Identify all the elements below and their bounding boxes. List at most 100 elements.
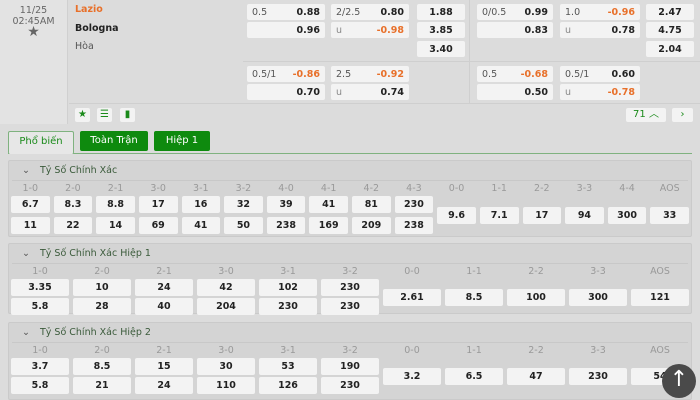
home-score-odds[interactable]: 190 [321,358,379,375]
handicap-home-odds[interactable]: 0/0.5 0.99 [477,4,553,20]
away-score-odds[interactable]: 204 [197,298,255,315]
home-score-odds[interactable]: 17 [138,196,178,213]
away-score-odds[interactable]: 126 [259,377,317,394]
away-score-odds[interactable]: 50 [224,217,263,234]
home-score-odds[interactable]: 3.7 [11,358,69,375]
home-score-odds[interactable]: 32 [224,196,263,213]
away-score-odds[interactable]: 40 [135,298,193,315]
draw-score-odds[interactable]: 17 [522,206,562,224]
home-win-odds[interactable]: 2.47 [646,4,694,20]
draw-score-odds[interactable]: 230 [569,367,627,385]
away-score-odds[interactable]: 69 [138,217,178,234]
over-odds[interactable]: 0.5/1 0.60 [560,66,640,82]
away-score-odds[interactable]: 5.8 [11,298,69,315]
handicap-away-odds[interactable]: 0.70 [247,84,325,100]
away-win-odds[interactable]: 3.85 [417,22,465,38]
home-score-odds[interactable]: 102 [259,279,317,296]
draw-score-odds[interactable]: 3.2 [383,367,441,385]
tab-toan-tran[interactable]: Toàn Trận [80,131,148,151]
away-score-odds[interactable]: 209 [352,217,391,234]
away-score-odds[interactable]: 24 [135,377,193,394]
handicap-away-odds[interactable]: 0.83 [477,22,553,38]
away-score-odds[interactable]: 169 [309,217,348,234]
draw-odds[interactable]: 3.40 [417,41,465,57]
favorite-star-icon[interactable]: ★ [27,24,40,40]
home-score-odds[interactable]: 8.5 [73,358,131,375]
favorite-star-icon[interactable]: ★ [75,108,90,122]
home-score-odds[interactable]: 230 [321,279,379,296]
away-score-odds[interactable]: 22 [53,217,93,234]
away-score-odds[interactable]: 110 [197,377,255,394]
away-score-odds[interactable]: 11 [11,217,50,234]
draw-score-odds[interactable]: 100 [507,288,565,306]
home-score-odds[interactable]: 10 [73,279,131,296]
home-score-odds[interactable]: 8.8 [96,196,135,213]
home-score-odds[interactable]: 41 [309,196,348,213]
draw-score-odds[interactable]: 300 [569,288,627,306]
draw-score-odds[interactable]: 8.5 [445,288,503,306]
section-header[interactable]: ⌄ Tỷ Số Chính Xác Hiệp 1 [12,244,688,264]
more-bets-button[interactable]: 71 ︿ [626,108,666,122]
draw-odds[interactable]: 2.04 [646,41,694,57]
away-score-odds[interactable]: 238 [394,217,434,234]
home-score-odds[interactable]: 6.7 [11,196,50,213]
home-score-odds[interactable]: 42 [197,279,255,296]
score-label: 3-3 [590,345,606,356]
home-win-odds[interactable]: 1.88 [417,4,465,20]
home-score-odds[interactable]: 230 [394,196,434,213]
handicap-away-odds[interactable]: 0.50 [477,84,553,100]
handicap-home-odds[interactable]: 0.5 0.88 [247,4,325,20]
handicap-home-odds[interactable]: 0.5/1 -0.86 [247,66,325,82]
away-score-odds[interactable]: 28 [73,298,131,315]
home-score-odds[interactable]: 30 [197,358,255,375]
draw-score-odds[interactable]: 7.1 [479,206,519,224]
over-odds[interactable]: 2.5 -0.92 [331,66,409,82]
scroll-to-top-button[interactable]: ↑ [662,364,696,398]
home-score-odds[interactable]: 81 [352,196,391,213]
away-win-odds[interactable]: 4.75 [646,22,694,38]
over-odds[interactable]: 1.0 -0.96 [560,4,640,20]
over-odds[interactable]: 2/2.5 0.80 [331,4,409,20]
draw-score-odds[interactable]: 121 [631,288,689,306]
tab-pho-bien[interactable]: Phổ biến [8,131,74,154]
under-odds[interactable]: u -0.98 [331,22,409,38]
handicap-home-odds[interactable]: 0.5 -0.68 [477,66,553,82]
away-score-odds[interactable]: 238 [266,217,306,234]
home-score-odds[interactable]: 16 [181,196,221,213]
handicap-away-odds[interactable]: 0.96 [247,22,325,38]
draw-score-odds[interactable]: 9.6 [437,206,476,224]
under-odds[interactable]: u 0.78 [560,22,640,38]
away-score-odds[interactable]: 230 [259,298,317,315]
draw-score-odds[interactable]: 33 [650,206,689,224]
under-label: u [336,24,343,36]
home-score-odds[interactable]: 8.3 [53,196,93,213]
away-score-odds[interactable]: 230 [321,298,379,315]
match-date: 11/25 [19,5,48,16]
draw-score-odds[interactable]: 2.61 [383,288,441,306]
away-score-odds[interactable]: 230 [321,377,379,394]
draw-score-odds[interactable]: 300 [607,206,647,224]
next-button[interactable]: › [672,108,693,122]
home-score-odds[interactable]: 39 [266,196,306,213]
home-score-odds[interactable]: 24 [135,279,193,296]
score-label: 2-0 [94,266,110,277]
away-score-odds[interactable]: 41 [181,217,221,234]
under-odds[interactable]: u -0.78 [560,84,640,100]
list-icon[interactable]: ☰ [97,108,112,122]
home-score-odds[interactable]: 15 [135,358,193,375]
section-header[interactable]: ⌄ Tỷ Số Chính Xác [12,161,688,181]
under-odds[interactable]: u 0.74 [331,84,409,100]
stats-chart-icon[interactable]: ▮ [120,108,135,122]
draw-score-odds[interactable]: 94 [565,206,604,224]
away-score-odds[interactable]: 14 [96,217,135,234]
home-score-odds[interactable]: 53 [259,358,317,375]
draw-score-odds[interactable]: 47 [507,367,565,385]
home-score-odds[interactable]: 3.35 [11,279,69,296]
away-score-odds[interactable]: 21 [73,377,131,394]
tab-hiep-1[interactable]: Hiệp 1 [154,131,210,151]
away-score-odds[interactable]: 5.8 [11,377,69,394]
section-header[interactable]: ⌄ Tỷ Số Chính Xác Hiệp 2 [12,323,688,343]
draw-score-odds[interactable]: 6.5 [445,367,503,385]
score-label: 3-2 [342,266,358,277]
away-team: Bologna [75,22,119,34]
